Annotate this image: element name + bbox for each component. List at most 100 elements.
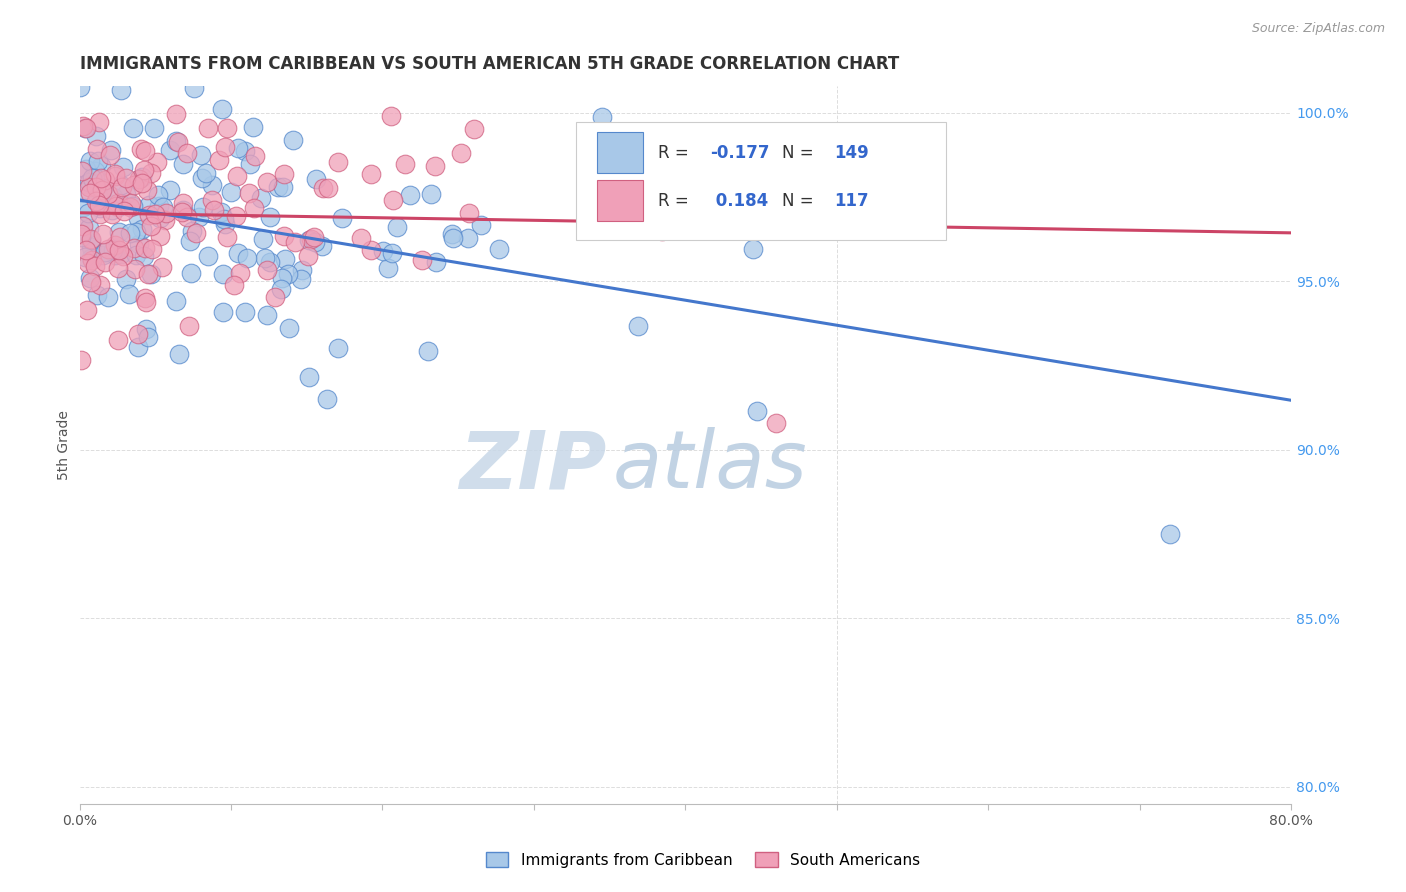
- Point: [627, 318, 650, 333]
- Point: [118, 226, 141, 240]
- Point: [124, 178, 146, 192]
- Point: [87, 188, 110, 202]
- Point: [110, 246, 132, 260]
- Point: [176, 145, 198, 160]
- Point: [311, 181, 333, 195]
- Point: [186, 226, 208, 240]
- Point: [91, 181, 114, 195]
- FancyBboxPatch shape: [598, 132, 643, 173]
- Point: [150, 26, 173, 40]
- Point: [108, 196, 131, 211]
- Point: [145, 155, 167, 169]
- Point: [170, 205, 193, 219]
- Point: [93, 255, 115, 269]
- Point: [80, 171, 103, 186]
- Point: [425, 254, 447, 268]
- Point: [124, 226, 146, 240]
- Point: [377, 261, 399, 276]
- Point: [717, 200, 740, 214]
- Point: [73, 120, 96, 135]
- Point: [70, 164, 93, 178]
- Point: [457, 231, 479, 245]
- Point: [103, 243, 125, 257]
- Point: [75, 121, 97, 136]
- Point: [488, 242, 510, 256]
- Point: [259, 255, 281, 269]
- Point: [398, 188, 420, 202]
- Point: [139, 219, 162, 233]
- Point: [91, 227, 114, 241]
- Point: [72, 219, 94, 233]
- Point: [77, 180, 100, 194]
- Point: [90, 170, 112, 185]
- Point: [79, 270, 101, 285]
- Point: [148, 187, 170, 202]
- Point: [304, 235, 326, 250]
- Point: [150, 260, 173, 274]
- Text: -0.177: -0.177: [710, 144, 769, 161]
- Point: [100, 143, 122, 157]
- Point: [217, 230, 239, 244]
- Point: [86, 142, 108, 156]
- Point: [69, 79, 91, 94]
- Point: [76, 256, 98, 270]
- Point: [212, 211, 235, 226]
- Point: [72, 120, 94, 134]
- Point: [273, 228, 295, 243]
- Point: [382, 193, 405, 207]
- Point: [112, 249, 135, 263]
- Point: [242, 120, 264, 135]
- Point: [172, 156, 194, 170]
- Point: [83, 171, 105, 186]
- Point: [152, 200, 174, 214]
- Point: [122, 241, 145, 255]
- Point: [457, 206, 479, 220]
- Point: [330, 211, 353, 225]
- Point: [195, 166, 218, 180]
- Point: [131, 169, 153, 184]
- Point: [89, 277, 111, 292]
- Point: [239, 157, 262, 171]
- Point: [120, 195, 142, 210]
- Point: [172, 202, 194, 217]
- Point: [394, 157, 416, 171]
- Point: [274, 252, 297, 266]
- Point: [470, 219, 492, 233]
- Point: [256, 263, 278, 277]
- Point: [129, 142, 152, 156]
- Point: [142, 121, 165, 136]
- Point: [107, 200, 129, 214]
- Point: [79, 154, 101, 169]
- Point: [97, 290, 120, 304]
- Point: [134, 291, 156, 305]
- Point: [166, 134, 188, 148]
- Point: [134, 241, 156, 255]
- Point: [107, 196, 129, 211]
- Point: [165, 293, 187, 308]
- Text: Source: ZipAtlas.com: Source: ZipAtlas.com: [1251, 22, 1385, 36]
- Point: [298, 369, 321, 384]
- Point: [273, 167, 295, 181]
- Point: [179, 234, 201, 248]
- Point: [89, 180, 111, 194]
- Point: [243, 149, 266, 163]
- Point: [84, 194, 107, 208]
- Point: [90, 159, 112, 173]
- Point: [180, 266, 202, 280]
- Point: [270, 271, 292, 285]
- Point: [214, 217, 236, 231]
- Point: [1159, 527, 1181, 541]
- Point: [207, 153, 229, 168]
- Point: [159, 143, 181, 157]
- Point: [112, 160, 135, 174]
- Point: [252, 232, 274, 246]
- Point: [122, 199, 145, 213]
- Point: [226, 169, 249, 183]
- Point: [80, 232, 103, 246]
- Point: [115, 186, 138, 201]
- Point: [149, 211, 172, 226]
- Point: [316, 392, 339, 407]
- Point: [250, 191, 273, 205]
- Point: [103, 169, 125, 183]
- Point: [271, 180, 294, 194]
